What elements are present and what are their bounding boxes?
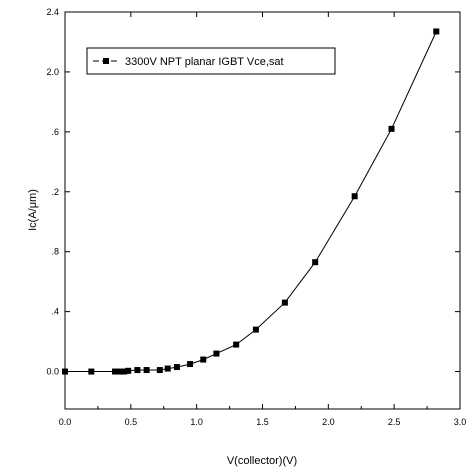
x-tick-label: 1.5 (256, 417, 269, 427)
data-point (88, 368, 95, 375)
data-point (312, 259, 319, 266)
y-axis-label: Ic(A/μm) (27, 189, 39, 231)
data-point (117, 368, 124, 375)
x-axis: 0.0 0.5 1.0 1.5 2.0 2.5 3.0 (59, 12, 467, 427)
data-point (121, 368, 128, 375)
data-point (281, 299, 288, 306)
series-markers (62, 28, 440, 375)
y-tick-label: .2 (51, 187, 59, 197)
data-point (134, 367, 141, 374)
y-tick-label: .4 (51, 307, 59, 317)
data-point (173, 364, 180, 371)
data-point (351, 193, 358, 200)
data-point (200, 356, 207, 363)
data-point (164, 365, 171, 372)
data-point (213, 350, 220, 357)
x-tick-label: 0.5 (125, 417, 138, 427)
data-point (187, 361, 194, 368)
data-point (156, 367, 163, 374)
y-tick-label: .8 (51, 247, 59, 257)
x-axis-label: V(collector)(V) (227, 455, 297, 467)
legend-marker (103, 58, 109, 64)
y-axis: 0.0 .4 .8 .2 .6 2.0 2.4 (46, 7, 460, 377)
data-point (143, 367, 150, 374)
data-point (125, 367, 132, 374)
y-tick-label: 2.4 (46, 7, 59, 17)
x-tick-label: 2.5 (388, 417, 401, 427)
y-tick-label: 0.0 (46, 367, 59, 377)
legend: 3300V NPT planar IGBT Vce,sat (86, 47, 336, 75)
legend-label: 3300V NPT planar IGBT Vce,sat (125, 56, 284, 68)
data-point (388, 125, 395, 132)
data-point (252, 326, 259, 333)
y-tick-label: 2.0 (46, 67, 59, 77)
x-tick-label: 3.0 (454, 417, 467, 427)
data-point (433, 28, 440, 35)
y-tick-label: .6 (51, 127, 59, 137)
x-tick-label: 2.0 (322, 417, 335, 427)
x-tick-label: 1.0 (190, 417, 203, 427)
legend-box (86, 47, 336, 75)
x-tick-label: 0.0 (59, 417, 72, 427)
data-point (112, 368, 119, 375)
data-point (233, 341, 240, 348)
plot-area (64, 11, 461, 410)
data-point (62, 368, 68, 375)
